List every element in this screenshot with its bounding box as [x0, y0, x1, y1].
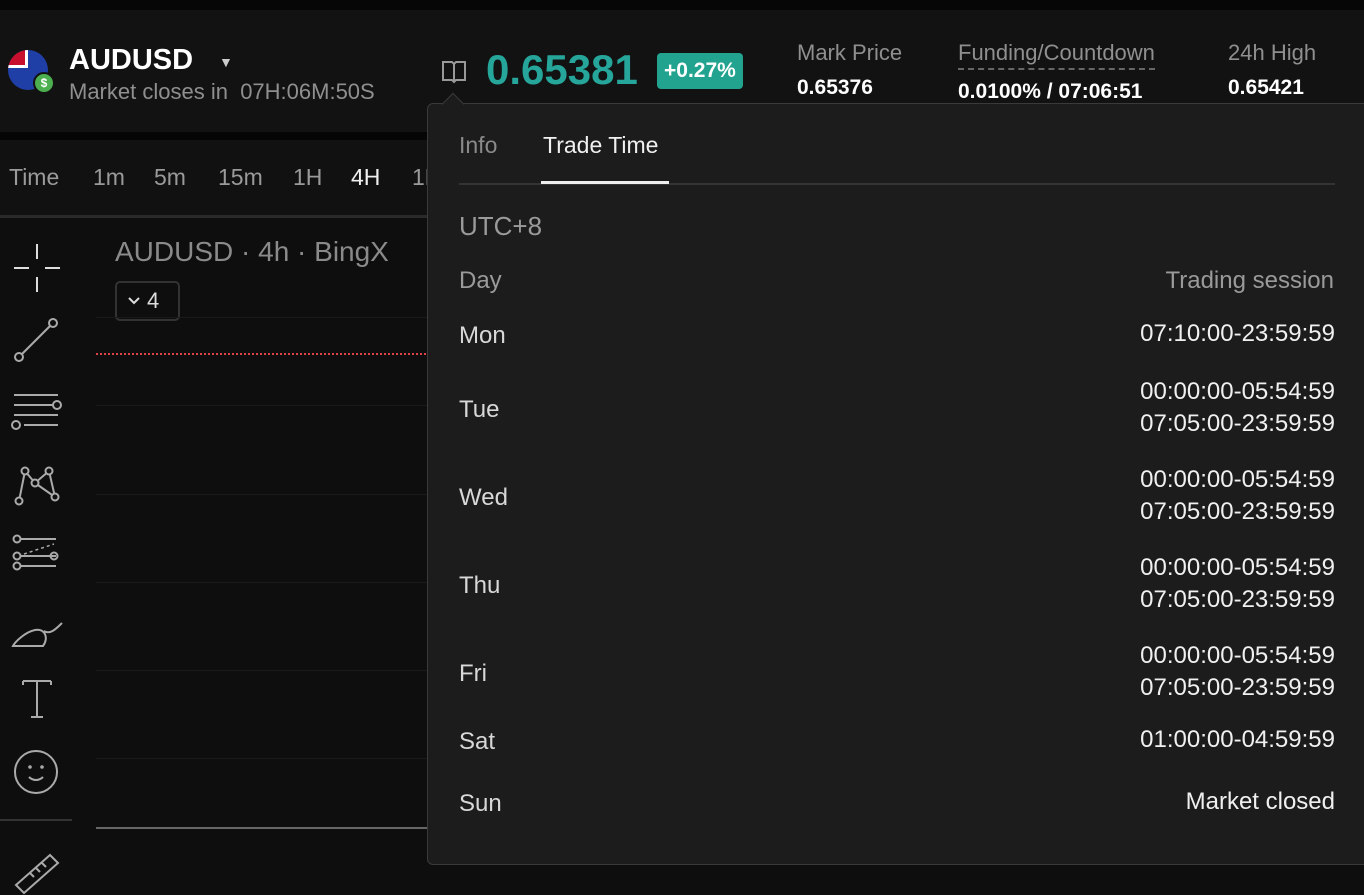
day-label: Mon — [459, 322, 506, 349]
price-line — [96, 353, 430, 355]
chart-legend: AUDUSD · 4h · BingX — [115, 236, 389, 267]
mark-price: Mark Price 0.65376 — [797, 40, 903, 99]
session-time: 00:00:00-05:54:59 — [1140, 642, 1335, 669]
ruler-icon[interactable] — [10, 841, 64, 895]
session-time: 00:00:00-05:54:59 — [1140, 378, 1335, 405]
day-label: Tue — [459, 396, 500, 423]
session-times: 00:00:00-05:54:59 07:05:00-23:59:59 — [1140, 464, 1335, 528]
tab-info[interactable]: Info — [459, 132, 498, 158]
tf-4h[interactable]: 4H — [351, 164, 381, 190]
session-time: Market closed — [1185, 788, 1335, 815]
tf-time[interactable]: Time — [9, 164, 60, 190]
day-label: Sun — [459, 790, 502, 817]
fib-icon[interactable] — [10, 529, 64, 583]
session-times: 00:00:00-05:54:59 07:05:00-23:59:59 — [1140, 552, 1335, 616]
session-times: 07:10:00-23:59:59 — [1140, 318, 1335, 350]
symbol-name[interactable]: AUDUSD — [69, 44, 194, 76]
col-day: Day — [459, 267, 502, 294]
tab-trade-time[interactable]: Trade Time — [543, 132, 659, 158]
session-times: Market closed — [1186, 786, 1335, 818]
session-time: 07:10:00-23:59:59 — [1140, 320, 1335, 347]
session-times: 00:00:00-05:54:59 07:05:00-23:59:59 — [1140, 376, 1335, 440]
high-24h: 24h High 0.65421 — [1228, 40, 1317, 99]
tf-15m[interactable]: 15m — [218, 164, 263, 190]
session-time: 07:05:00-23:59:59 — [1140, 674, 1335, 701]
indicator-collapse-button[interactable]: 4 — [115, 281, 180, 321]
top-strip — [0, 0, 1364, 10]
funding-countdown[interactable]: Funding/Countdown 0.0100% / 07:06:51 — [958, 40, 1155, 103]
session-time: 07:05:00-23:59:59 — [1140, 410, 1335, 437]
day-label: Thu — [459, 572, 501, 599]
tf-5m[interactable]: 5m — [154, 164, 186, 190]
session-time: 00:00:00-05:54:59 — [1140, 554, 1335, 581]
active-tab-indicator — [541, 181, 669, 184]
caret-down-icon[interactable]: ▼ — [219, 54, 233, 70]
chevron-down-icon — [128, 297, 140, 305]
timezone: UTC+8 — [459, 211, 543, 241]
session-time: 00:00:00-05:54:59 — [1140, 466, 1335, 493]
emoji-icon[interactable] — [10, 745, 64, 799]
trend-line-icon[interactable] — [10, 314, 64, 368]
countdown: 07H:06M:50S — [240, 79, 375, 104]
session-time: 07:05:00-23:59:59 — [1140, 586, 1335, 613]
session-times: 00:00:00-05:54:59 07:05:00-23:59:59 — [1140, 640, 1335, 704]
drawing-toolbar — [0, 221, 95, 895]
session-times: 01:00:00-04:59:59 — [1140, 724, 1335, 756]
session-time: 01:00:00-04:59:59 — [1140, 726, 1335, 753]
day-label: Fri — [459, 660, 487, 687]
day-label: Wed — [459, 484, 508, 511]
trade-time-popover: Info Trade Time UTC+8 Day Trading sessio… — [427, 103, 1364, 865]
tf-1m[interactable]: 1m — [93, 164, 125, 190]
session-time: 07:05:00-23:59:59 — [1140, 498, 1335, 525]
pattern-icon[interactable] — [10, 456, 64, 510]
day-label: Sat — [459, 728, 496, 755]
crosshair-icon[interactable] — [10, 241, 64, 295]
last-price: 0.65381 — [486, 46, 638, 93]
text-icon[interactable] — [10, 673, 64, 727]
horizontal-lines-icon[interactable] — [10, 385, 64, 439]
tf-1h[interactable]: 1H — [293, 164, 323, 190]
book-icon[interactable] — [440, 58, 468, 86]
market-closes: Market closes in 07H:06M:50S — [69, 79, 375, 104]
usd-coin-icon: $ — [33, 72, 55, 94]
col-session: Trading session — [1165, 267, 1334, 294]
brush-icon[interactable] — [10, 601, 64, 655]
change-badge: +0.27% — [657, 53, 743, 89]
